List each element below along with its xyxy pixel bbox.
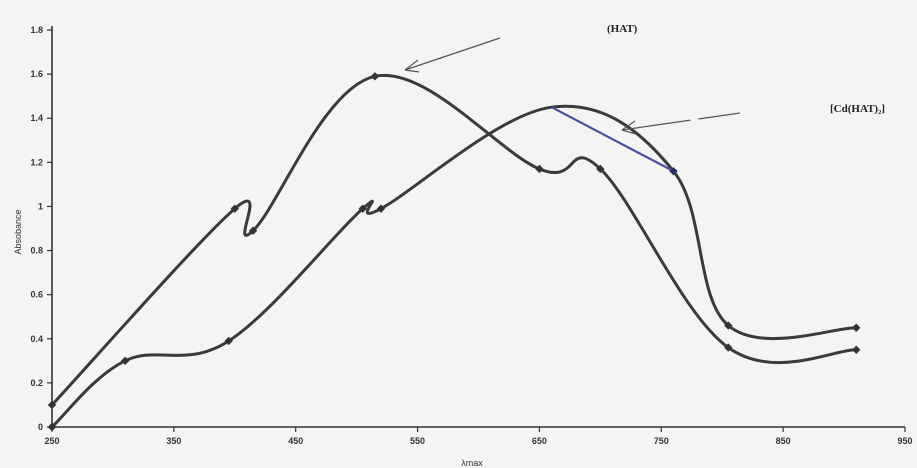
data-point-1-7 xyxy=(724,321,733,330)
series-lines xyxy=(50,73,857,429)
series-points xyxy=(47,72,861,432)
data-point-1-2 xyxy=(224,336,233,346)
y-axis-title: Absobance xyxy=(13,209,23,254)
x-tick-label: 650 xyxy=(532,436,547,446)
y-tick-labels: 0 0.2 0.4 0.6 0.8 1 1.2 1.4 1.6 1.8 xyxy=(30,25,43,432)
y-tick-label: 0.8 xyxy=(30,246,43,256)
data-point-1-4 xyxy=(376,204,386,213)
x-tick-label: 950 xyxy=(897,436,912,446)
data-point-1-1 xyxy=(120,356,130,366)
hat-arrow-head xyxy=(404,59,420,73)
x-tick-label: 550 xyxy=(410,436,425,446)
x-tick-label: 850 xyxy=(776,436,791,446)
x-tick-label: 450 xyxy=(288,436,303,446)
y-tick-label: 0 xyxy=(38,422,43,432)
x-tick-label: 250 xyxy=(44,436,59,446)
x-axis-title: λmax xyxy=(461,458,483,468)
y-tick-label: 1.8 xyxy=(30,25,43,35)
data-point-0-1 xyxy=(230,204,239,213)
y-tick-label: 1 xyxy=(38,201,43,211)
x-tick-labels: 250 350 450 550 650 750 850 950 xyxy=(44,436,912,446)
y-tick-label: 0.4 xyxy=(30,334,43,344)
data-point-0-5 xyxy=(596,164,605,174)
series-line-1 xyxy=(50,104,857,429)
axes xyxy=(47,26,906,432)
data-point-0-4 xyxy=(535,164,544,174)
series-label-hat: (HAT) xyxy=(607,23,638,35)
data-point-0-7 xyxy=(852,345,861,355)
y-tick-label: 1.4 xyxy=(30,113,43,123)
data-point-0-2 xyxy=(248,226,258,235)
complex-arrow-shaft xyxy=(621,112,741,131)
annotations: (HAT) [Cd(HAT)₂] xyxy=(404,23,885,135)
data-point-1-6 xyxy=(669,166,678,176)
y-tick-label: 0.2 xyxy=(30,378,43,388)
data-point-1-3 xyxy=(358,204,367,213)
data-point-1-0 xyxy=(47,422,57,432)
complex-arrow-head xyxy=(621,120,637,135)
data-point-0-0 xyxy=(47,400,57,410)
data-point-1-8 xyxy=(852,323,861,332)
data-point-0-3 xyxy=(370,72,380,81)
x-tick-label: 750 xyxy=(654,436,669,446)
hat-arrow-shaft xyxy=(404,37,501,71)
data-point-0-6 xyxy=(724,343,733,352)
y-tick-label: 0.6 xyxy=(30,290,43,300)
series-line-highlight-1 xyxy=(551,106,674,173)
x-tick-label: 350 xyxy=(166,436,181,446)
y-tick-label: 1.2 xyxy=(30,157,43,167)
series-label-complex: [Cd(HAT)₂] xyxy=(830,103,885,115)
y-tick-label: 1.6 xyxy=(30,69,43,79)
